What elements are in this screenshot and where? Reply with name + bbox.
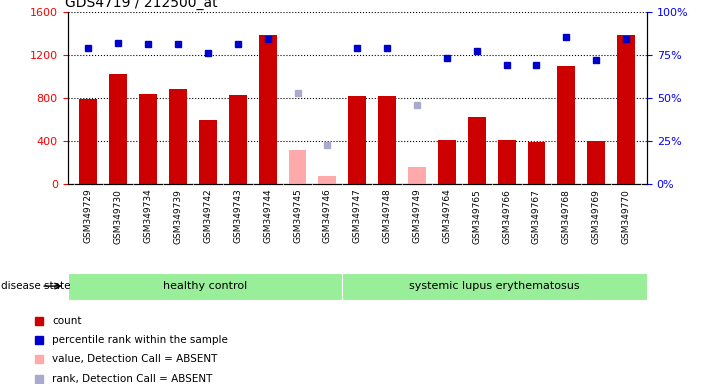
Bar: [587, 141, 605, 184]
Text: GSM349744: GSM349744: [263, 189, 272, 243]
Bar: [68, 273, 342, 300]
Bar: [378, 96, 396, 184]
Text: GSM349739: GSM349739: [173, 189, 183, 243]
Text: GSM349749: GSM349749: [412, 189, 422, 243]
Text: rank, Detection Call = ABSENT: rank, Detection Call = ABSENT: [53, 374, 213, 384]
Text: GSM349770: GSM349770: [621, 189, 631, 243]
Bar: [557, 66, 575, 184]
Text: GSM349729: GSM349729: [84, 189, 93, 243]
Bar: [319, 176, 336, 184]
Bar: [259, 35, 277, 184]
Bar: [80, 99, 97, 184]
Text: GSM349768: GSM349768: [562, 189, 571, 243]
Bar: [498, 140, 515, 184]
Text: GSM349748: GSM349748: [383, 189, 392, 243]
Text: GSM349765: GSM349765: [472, 189, 481, 243]
Text: GSM349742: GSM349742: [203, 189, 213, 243]
Bar: [617, 35, 635, 184]
Text: percentile rank within the sample: percentile rank within the sample: [53, 335, 228, 345]
Bar: [468, 118, 486, 184]
Text: count: count: [53, 316, 82, 326]
Bar: [109, 74, 127, 184]
Text: GSM349730: GSM349730: [114, 189, 123, 243]
Bar: [169, 89, 187, 184]
Text: value, Detection Call = ABSENT: value, Detection Call = ABSENT: [53, 354, 218, 364]
Text: GSM349745: GSM349745: [293, 189, 302, 243]
Bar: [528, 142, 545, 184]
Text: disease state: disease state: [1, 281, 70, 291]
Text: GSM349769: GSM349769: [592, 189, 601, 243]
Text: GSM349764: GSM349764: [442, 189, 451, 243]
Bar: [348, 96, 366, 184]
Text: GSM349766: GSM349766: [502, 189, 511, 243]
Text: GSM349747: GSM349747: [353, 189, 362, 243]
Text: GSM349734: GSM349734: [144, 189, 153, 243]
Bar: [229, 95, 247, 184]
Bar: [408, 167, 426, 184]
Text: GSM349743: GSM349743: [233, 189, 242, 243]
Text: healthy control: healthy control: [163, 281, 247, 291]
Bar: [289, 150, 306, 184]
Bar: [139, 94, 157, 184]
Text: GDS4719 / 212500_at: GDS4719 / 212500_at: [65, 0, 218, 10]
Text: systemic lupus erythematosus: systemic lupus erythematosus: [410, 281, 580, 291]
Text: GSM349746: GSM349746: [323, 189, 332, 243]
Bar: [438, 140, 456, 184]
Text: GSM349767: GSM349767: [532, 189, 541, 243]
Bar: [342, 273, 647, 300]
Bar: [199, 119, 217, 184]
